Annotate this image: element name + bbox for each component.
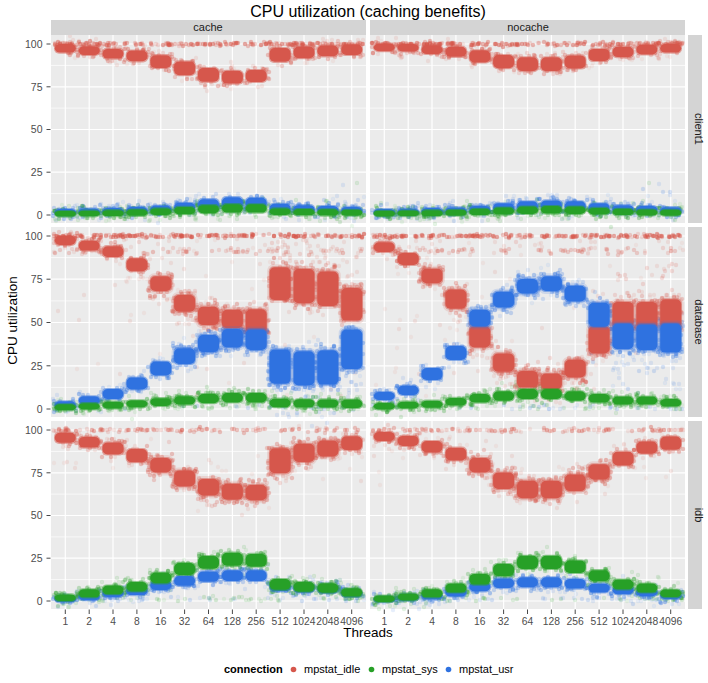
svg-text:4: 4 bbox=[429, 616, 435, 627]
svg-text:128: 128 bbox=[224, 616, 241, 627]
svg-text:mpstat_usr: mpstat_usr bbox=[459, 663, 514, 675]
svg-text:50: 50 bbox=[31, 316, 43, 328]
svg-text:75: 75 bbox=[31, 81, 43, 93]
svg-text:25: 25 bbox=[31, 166, 43, 178]
svg-text:8: 8 bbox=[134, 616, 140, 627]
svg-text:2048: 2048 bbox=[316, 616, 339, 627]
svg-text:2048: 2048 bbox=[635, 616, 658, 627]
svg-text:32: 32 bbox=[498, 616, 510, 627]
svg-text:cache: cache bbox=[193, 21, 222, 33]
svg-text:25: 25 bbox=[31, 360, 43, 372]
svg-text:256: 256 bbox=[248, 616, 265, 627]
svg-text:CPU utilization: CPU utilization bbox=[5, 276, 20, 365]
svg-text:0: 0 bbox=[37, 209, 43, 221]
svg-text:128: 128 bbox=[543, 616, 560, 627]
svg-text:idb: idb bbox=[693, 508, 705, 523]
svg-text:25: 25 bbox=[31, 552, 43, 564]
svg-text:512: 512 bbox=[272, 616, 289, 627]
svg-text:8: 8 bbox=[453, 616, 459, 627]
svg-text:1024: 1024 bbox=[293, 616, 316, 627]
svg-text:4: 4 bbox=[110, 616, 116, 627]
svg-text:50: 50 bbox=[31, 123, 43, 135]
svg-text:64: 64 bbox=[203, 616, 215, 627]
svg-text:256: 256 bbox=[567, 616, 584, 627]
svg-text:1: 1 bbox=[62, 616, 68, 627]
svg-text:32: 32 bbox=[179, 616, 191, 627]
svg-text:Threads: Threads bbox=[343, 625, 393, 640]
svg-text:1024: 1024 bbox=[612, 616, 635, 627]
svg-text:16: 16 bbox=[474, 616, 486, 627]
svg-text:nocache: nocache bbox=[507, 21, 549, 33]
svg-text:4096: 4096 bbox=[659, 616, 682, 627]
svg-text:mpstat_idle: mpstat_idle bbox=[304, 663, 360, 675]
svg-text:0: 0 bbox=[37, 403, 43, 415]
svg-text:2: 2 bbox=[405, 616, 411, 627]
svg-text:64: 64 bbox=[522, 616, 534, 627]
svg-text:100: 100 bbox=[25, 230, 43, 242]
svg-text:CPU utilization (caching benef: CPU utilization (caching benefits) bbox=[250, 3, 486, 20]
svg-text:75: 75 bbox=[31, 273, 43, 285]
svg-text:16: 16 bbox=[155, 616, 167, 627]
svg-text:database: database bbox=[693, 299, 705, 344]
svg-text:50: 50 bbox=[31, 509, 43, 521]
svg-text:0: 0 bbox=[37, 595, 43, 607]
svg-text:100: 100 bbox=[25, 38, 43, 50]
svg-text:mpstat_sys: mpstat_sys bbox=[382, 663, 438, 675]
svg-text:100: 100 bbox=[25, 424, 43, 436]
svg-text:2: 2 bbox=[86, 616, 92, 627]
svg-text:75: 75 bbox=[31, 467, 43, 479]
svg-text:connection: connection bbox=[224, 663, 283, 675]
svg-text:client1: client1 bbox=[693, 113, 705, 145]
svg-text:512: 512 bbox=[591, 616, 608, 627]
